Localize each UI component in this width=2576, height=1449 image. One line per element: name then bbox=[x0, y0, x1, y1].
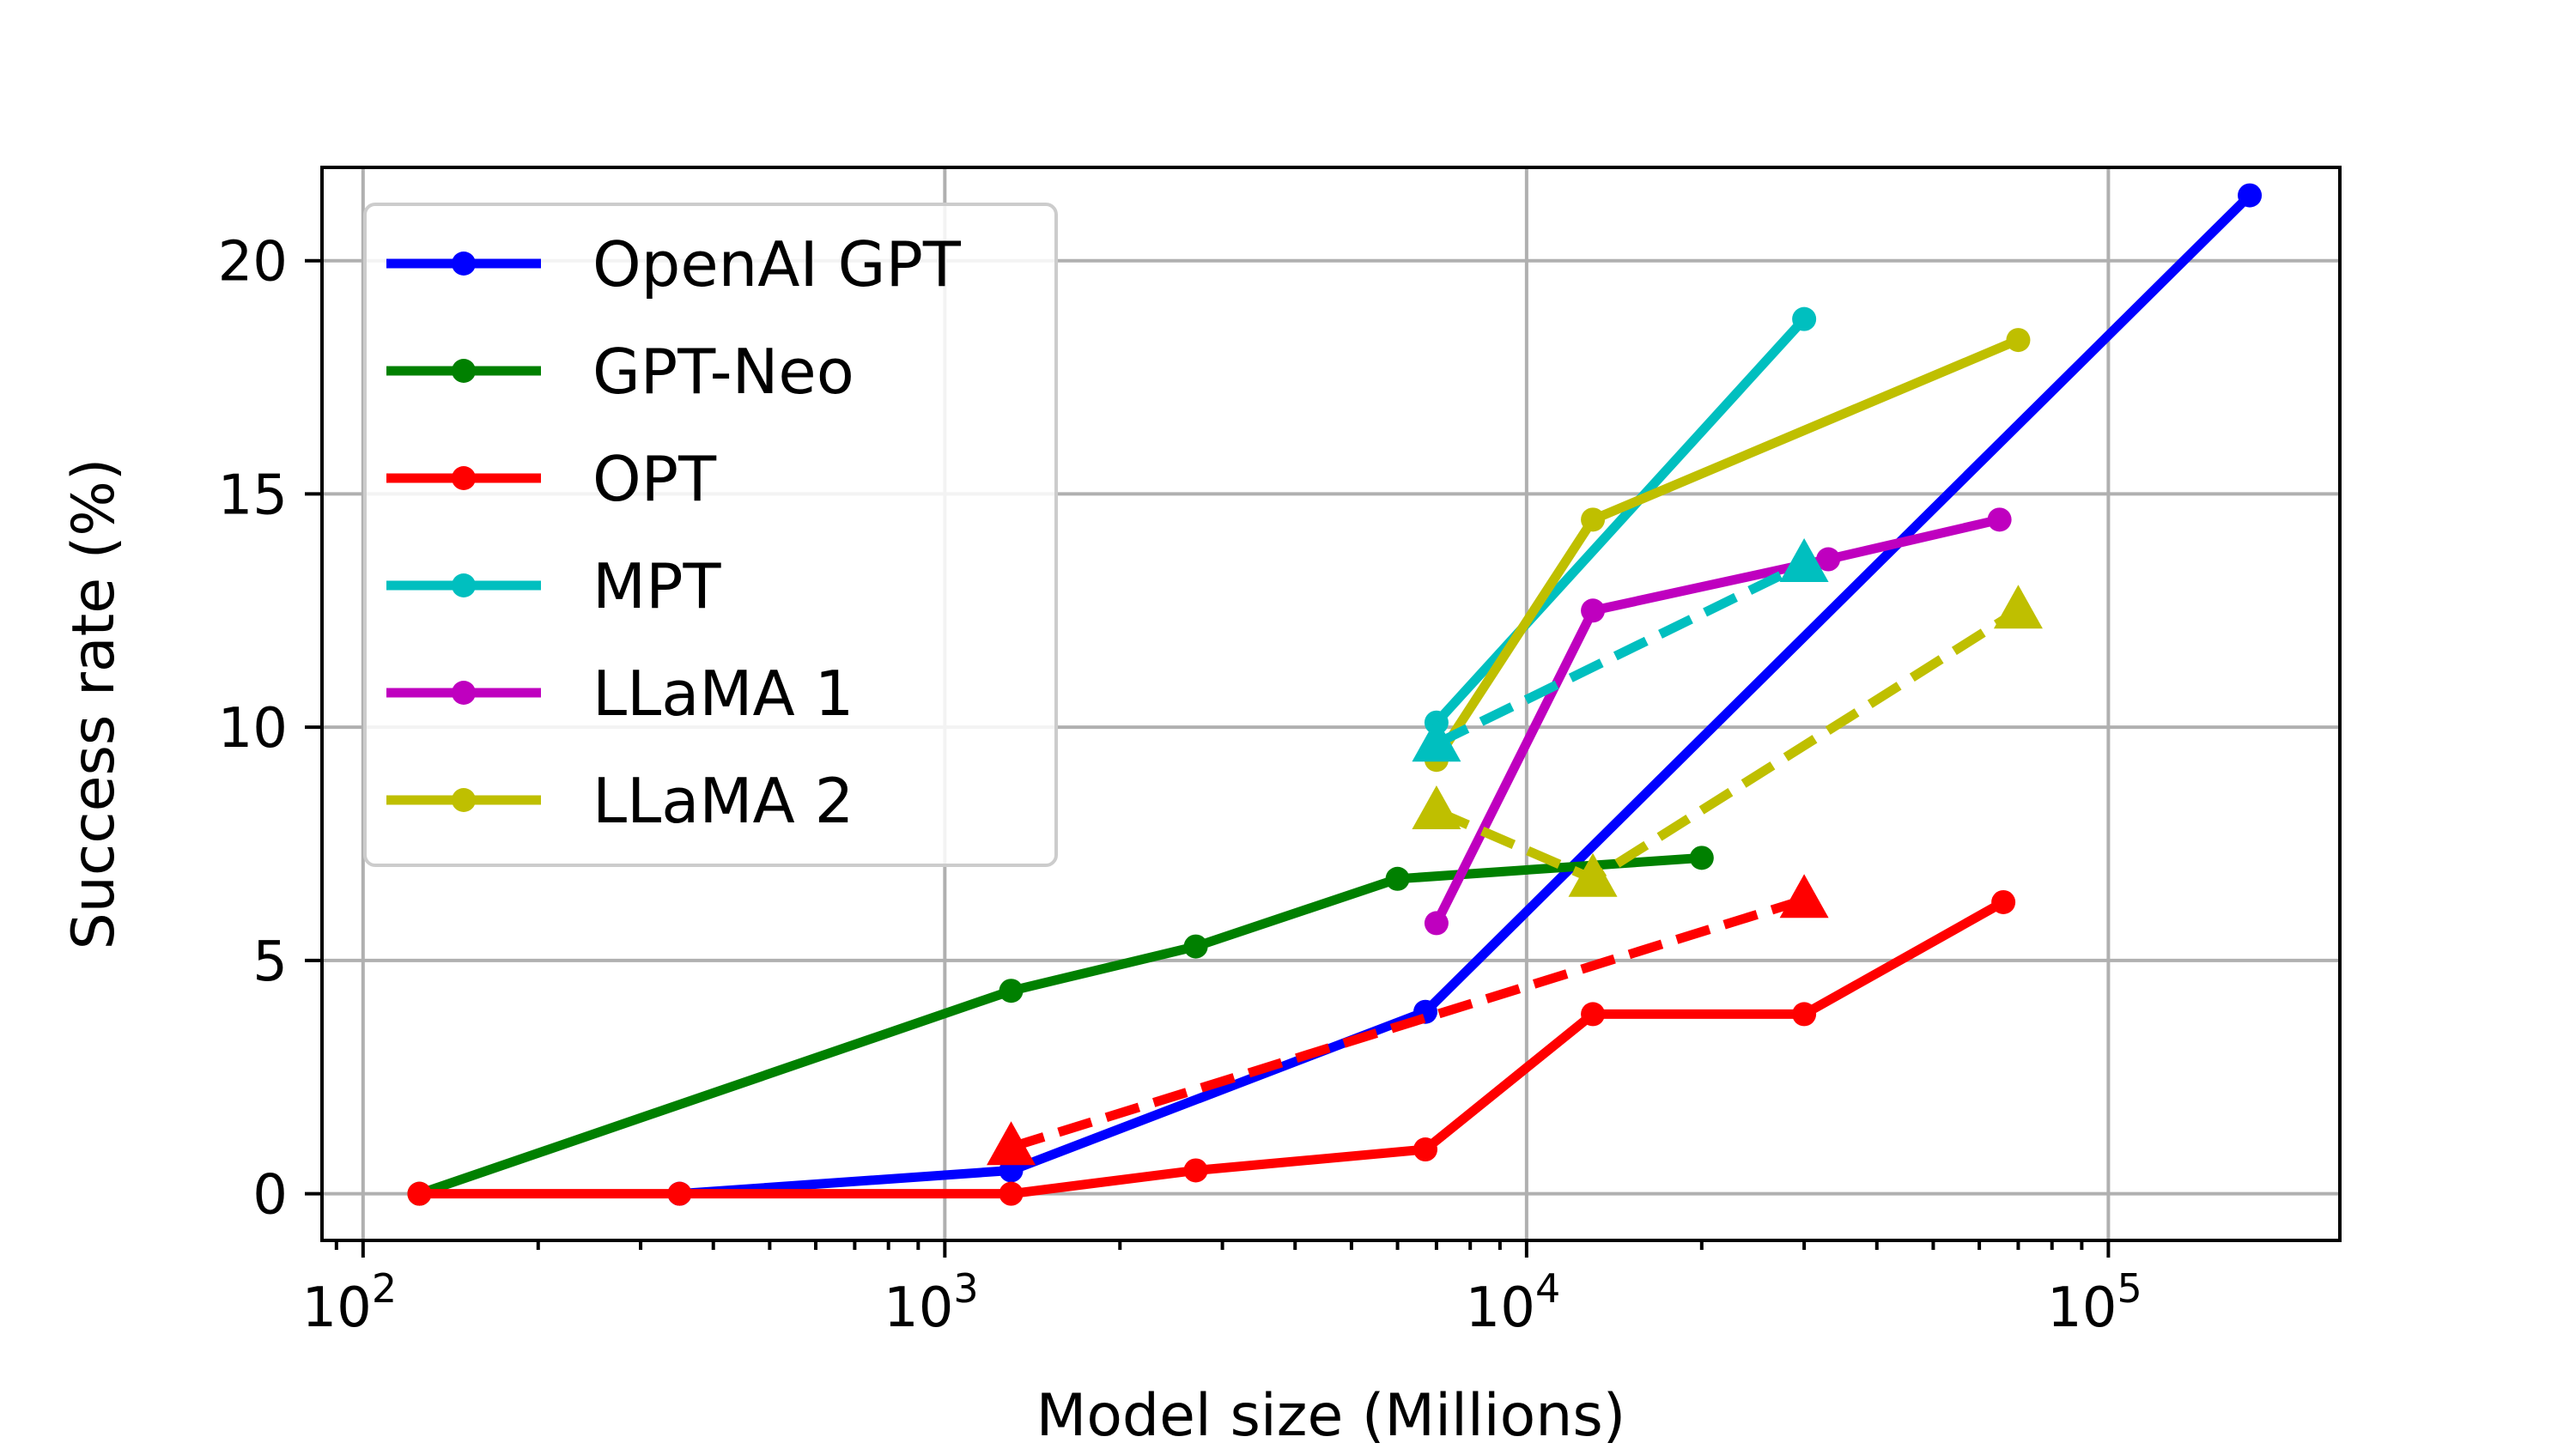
data-point bbox=[999, 979, 1024, 1003]
series-line bbox=[419, 898, 2006, 1199]
x-tick-label: 104 bbox=[1466, 1265, 1561, 1340]
y-tick-label: 0 bbox=[252, 1164, 288, 1228]
y-tick-label: 15 bbox=[218, 464, 288, 527]
legend-marker bbox=[452, 466, 476, 490]
data-point-triangle bbox=[1412, 785, 1461, 829]
data-point bbox=[1689, 846, 1714, 870]
x-tick-label: 103 bbox=[884, 1265, 979, 1340]
y-axis-label: Success rate (%) bbox=[60, 458, 128, 950]
legend-marker bbox=[452, 359, 476, 383]
plot-frame bbox=[320, 166, 2342, 1242]
data-point bbox=[1424, 911, 1449, 936]
legend-label: OPT bbox=[592, 443, 717, 515]
series-line bbox=[1432, 315, 1808, 726]
data-point-triangle bbox=[1779, 537, 1829, 582]
legend-marker bbox=[452, 573, 476, 597]
data-point-triangle bbox=[1993, 585, 2043, 629]
data-point bbox=[1581, 507, 1606, 532]
legend-label: LLaMA 1 bbox=[592, 658, 854, 730]
data-point bbox=[1581, 598, 1606, 623]
data-point bbox=[1987, 507, 2012, 532]
series-line bbox=[1009, 895, 1806, 1152]
series-mpt bbox=[1424, 306, 1817, 735]
legend-label: OpenAI GPT bbox=[592, 228, 962, 300]
data-point bbox=[1413, 1137, 1438, 1162]
series-dashed-6 bbox=[987, 874, 1829, 1166]
data-point bbox=[1183, 934, 1208, 959]
legend-entry: OPT bbox=[386, 443, 717, 515]
y-tick-label: 20 bbox=[218, 231, 288, 294]
series-llama-2 bbox=[1424, 328, 2031, 773]
data-point bbox=[1991, 889, 2016, 914]
axis-ticks: 102 103 104 105 0 5 10 15 20 bbox=[218, 231, 2142, 1340]
series-dashed-8 bbox=[1412, 585, 2043, 897]
data-point bbox=[407, 1181, 432, 1206]
legend-marker bbox=[452, 681, 476, 705]
data-point bbox=[2238, 183, 2263, 208]
data-point-triangle bbox=[1412, 718, 1461, 762]
series-layer bbox=[407, 183, 2263, 1206]
legend-label: MPT bbox=[592, 550, 722, 622]
series-line bbox=[679, 191, 2253, 1199]
legend-entry: MPT bbox=[386, 550, 722, 622]
legend-entry: LLaMA 1 bbox=[386, 658, 854, 730]
series-llama-1 bbox=[1424, 507, 2012, 936]
y-tick-label: 5 bbox=[252, 931, 288, 994]
data-point bbox=[1792, 1002, 1817, 1027]
series-line bbox=[1434, 560, 1807, 749]
data-point-triangle bbox=[1779, 874, 1829, 919]
series-line bbox=[417, 852, 1703, 1198]
x-axis-label: Model size (Millions) bbox=[1036, 1382, 1626, 1449]
legend-marker bbox=[452, 788, 476, 812]
legend-marker bbox=[452, 252, 476, 276]
data-point bbox=[1385, 866, 1410, 891]
legend-label: LLaMA 2 bbox=[592, 765, 854, 837]
data-point bbox=[999, 1181, 1024, 1206]
legend: OpenAI GPT GPT-Neo OPT MPT LLaMA 1 LLaMA 2 bbox=[363, 203, 1058, 867]
data-point bbox=[1816, 547, 1841, 572]
series-dashed-7 bbox=[1412, 537, 1829, 762]
x-tick-label: 102 bbox=[301, 1265, 397, 1340]
data-point bbox=[1183, 1158, 1208, 1183]
y-tick-label: 10 bbox=[218, 697, 288, 761]
legend-entry: GPT-Neo bbox=[386, 336, 854, 408]
data-point bbox=[1792, 306, 1817, 331]
legend-entry: OpenAI GPT bbox=[386, 228, 962, 300]
data-point-triangle bbox=[987, 1121, 1036, 1166]
legend-label: GPT-Neo bbox=[592, 336, 854, 408]
data-point bbox=[1581, 1002, 1606, 1027]
legend-entry: LLaMA 2 bbox=[386, 765, 854, 837]
series-opt bbox=[407, 889, 2016, 1206]
data-point bbox=[667, 1181, 692, 1206]
x-tick-label: 105 bbox=[2047, 1265, 2142, 1340]
series-line bbox=[1431, 514, 2001, 925]
data-point bbox=[2006, 328, 2031, 353]
data-point-triangle bbox=[1568, 852, 1618, 897]
